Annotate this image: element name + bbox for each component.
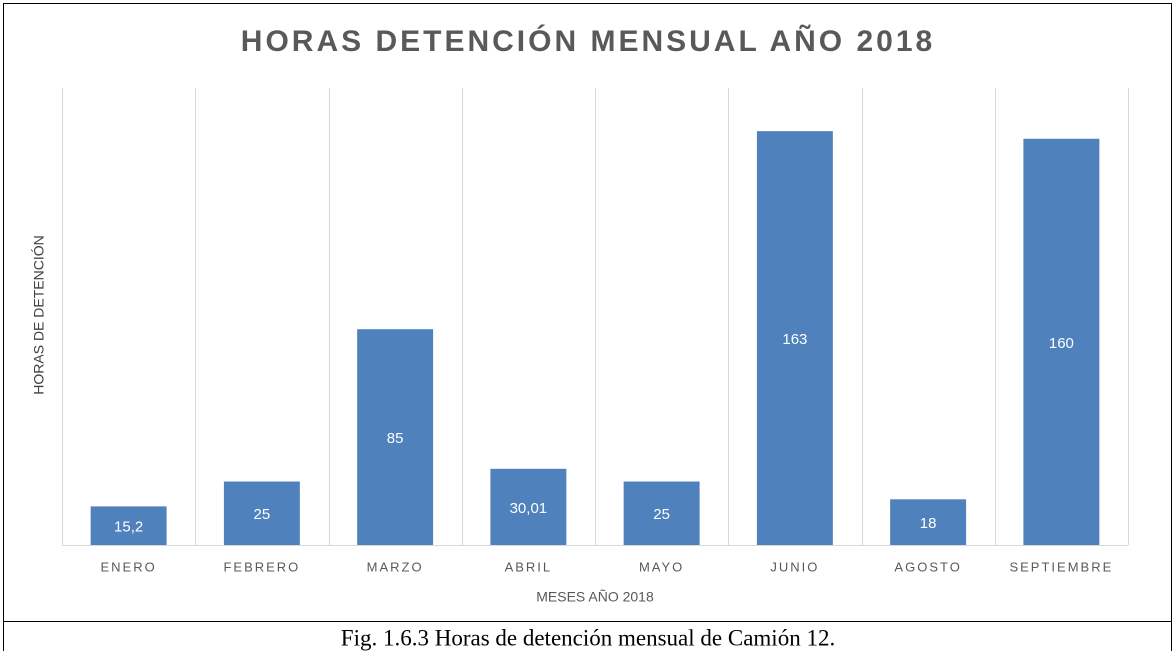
x-axis-title: MESES AÑO 2018 — [536, 589, 654, 605]
value-label: 160 — [1049, 335, 1074, 352]
chart-title: HORAS DETENCIÓN MENSUAL AÑO 2018 — [241, 24, 935, 58]
x-tick-label: FEBRERO — [223, 559, 300, 574]
bar — [490, 468, 567, 545]
value-label: 25 — [254, 506, 271, 523]
value-label: 85 — [387, 430, 404, 447]
value-label: 25 — [653, 506, 670, 523]
x-tick-label: AGOSTO — [894, 559, 961, 574]
x-tick-label: JUNIO — [770, 559, 819, 574]
bar — [623, 481, 700, 545]
frame — [3, 3, 1172, 651]
bar — [90, 506, 167, 545]
value-label: 15,2 — [114, 519, 143, 536]
value-label: 18 — [920, 515, 937, 532]
value-label: 163 — [782, 331, 807, 348]
y-axis-title: HORAS DE DETENCIÓN — [31, 235, 47, 394]
caption: Fig. 1.6.3 Horas de detención mensual de… — [341, 625, 835, 650]
x-tick-label: SEPTIEMBRE — [1009, 559, 1113, 574]
bar — [756, 131, 833, 545]
value-label: 30,01 — [510, 500, 548, 517]
x-tick-label: ABRIL — [505, 559, 553, 574]
bar — [890, 499, 967, 545]
x-tick-label: ENERO — [101, 559, 157, 574]
x-tick-label: MARZO — [367, 559, 424, 574]
bar — [223, 481, 300, 545]
bar — [1023, 138, 1100, 545]
x-tick-label: MAYO — [639, 559, 684, 574]
bar — [357, 329, 434, 545]
